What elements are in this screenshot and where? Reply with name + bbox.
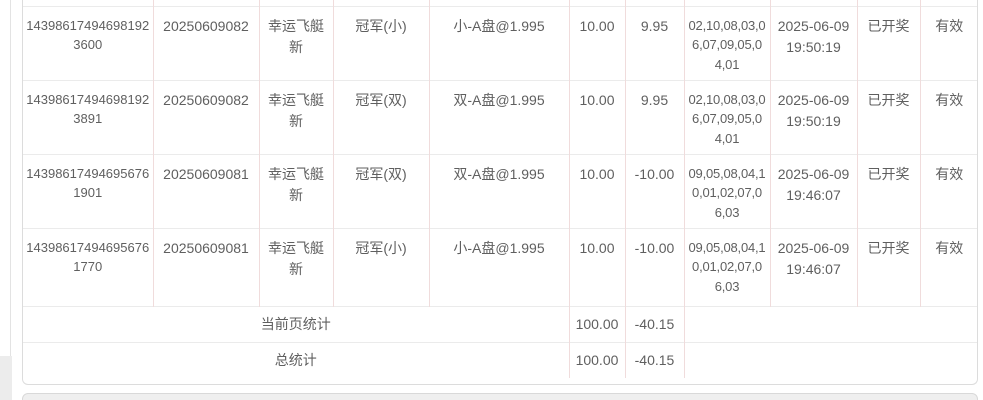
- grand-total-summary-empty-cell: [684, 341, 977, 378]
- game-name-cell: [259, 0, 334, 6]
- play-type-cell: 冠军(小): [333, 5, 430, 80]
- draw-result-cell: 09,05,08,04,10,01,02,07,06,03: [684, 153, 771, 228]
- win-loss-cell: [625, 0, 685, 6]
- game-name-cell: 幸运飞艇新: [259, 227, 334, 306]
- draw-result-cell: [684, 0, 771, 6]
- amount-cell: 10.00: [569, 153, 626, 228]
- bet-records-table: 143986174946981923600 20250609082 幸运飞艇新 …: [23, 0, 977, 378]
- draw-result-cell: 09,05,08,04,10,01,02,07,06,03: [684, 227, 771, 306]
- draw-status-cell: 已开奖: [857, 227, 921, 306]
- bet-content-cell: 双-A盘@1.995: [429, 153, 570, 228]
- play-type-cell: 冠军(双): [333, 79, 430, 154]
- order-id-cell: 143986174946956761770: [23, 227, 154, 306]
- game-name-cell: 幸运飞艇新: [259, 79, 334, 154]
- grand-total-amount: 100.00: [569, 341, 626, 378]
- bet-time-cell: 2025-06-09 19:46:07: [770, 153, 858, 228]
- bet-records-table-container: 143986174946981923600 20250609082 幸运飞艇新 …: [22, 0, 978, 385]
- draw-result-cell: 02,10,08,03,06,07,09,05,04,01: [684, 5, 771, 80]
- validity-cell: 有效: [920, 5, 977, 80]
- amount-cell: 10.00: [569, 5, 626, 80]
- period-cell: 20250609081: [153, 153, 260, 228]
- period-cell: [153, 0, 260, 6]
- win-loss-cell: -10.00: [625, 227, 685, 306]
- bet-content-cell: 小-A盘@1.995: [429, 5, 570, 80]
- bet-content-cell: 双-A盘@1.995: [429, 79, 570, 154]
- validity-cell: 有效: [920, 227, 977, 306]
- grand-total-win-loss: -40.15: [625, 341, 685, 378]
- bet-content-cell: 小-A盘@1.995: [429, 227, 570, 306]
- page-left-divider: [10, 0, 11, 356]
- bet-time-cell: 2025-06-09 19:50:19: [770, 5, 858, 80]
- table-row: 143986174946956761770 20250609081 幸运飞艇新 …: [23, 227, 977, 306]
- grand-total-summary-label: 总统计: [23, 341, 570, 378]
- current-page-summary-row: 当前页统计 100.00 -40.15: [23, 305, 977, 342]
- bet-content-cell: [429, 0, 570, 6]
- play-type-cell: [333, 0, 430, 6]
- draw-status-cell: [857, 0, 921, 6]
- amount-cell: 10.00: [569, 227, 626, 306]
- current-page-summary-empty-cell: [684, 305, 977, 342]
- current-page-total-amount: 100.00: [569, 305, 626, 342]
- draw-status-cell: 已开奖: [857, 79, 921, 154]
- draw-status-cell: 已开奖: [857, 5, 921, 80]
- table-row: 143986174946981923600 20250609082 幸运飞艇新 …: [23, 5, 977, 80]
- win-loss-cell: 9.95: [625, 79, 685, 154]
- bet-time-cell: 2025-06-09 19:46:07: [770, 227, 858, 306]
- play-type-cell: 冠军(小): [333, 227, 430, 306]
- order-id-cell: 143986174946956761901: [23, 153, 154, 228]
- table-row: 143986174946981923891 20250609082 幸运飞艇新 …: [23, 79, 977, 154]
- current-page-total-win-loss: -40.15: [625, 305, 685, 342]
- grand-total-summary-row: 总统计 100.00 -40.15: [23, 341, 977, 378]
- order-id-cell: 143986174946981923891: [23, 79, 154, 154]
- validity-cell: 有效: [920, 153, 977, 228]
- period-cell: 20250609081: [153, 227, 260, 306]
- period-cell: 20250609082: [153, 5, 260, 80]
- game-name-cell: 幸运飞艇新: [259, 5, 334, 80]
- table-row: 143986174946956761901 20250609081 幸运飞艇新 …: [23, 153, 977, 228]
- win-loss-cell: 9.95: [625, 5, 685, 80]
- table-row-clipped: [23, 0, 977, 6]
- order-id-cell: [23, 0, 154, 6]
- period-cell: 20250609082: [153, 79, 260, 154]
- order-id-cell: 143986174946981923600: [23, 5, 154, 80]
- draw-result-cell: 02,10,08,03,06,07,09,05,04,01: [684, 79, 771, 154]
- bet-time-cell: 2025-06-09 19:50:19: [770, 79, 858, 154]
- current-page-summary-label: 当前页统计: [23, 305, 570, 342]
- next-section-panel-header: [22, 393, 978, 400]
- bet-time-cell: [770, 0, 858, 6]
- game-name-cell: 幸运飞艇新: [259, 153, 334, 228]
- page-left-background-block: [0, 356, 12, 400]
- win-loss-cell: -10.00: [625, 153, 685, 228]
- amount-cell: 10.00: [569, 79, 626, 154]
- validity-cell: 有效: [920, 79, 977, 154]
- draw-status-cell: 已开奖: [857, 153, 921, 228]
- amount-cell: [569, 0, 626, 6]
- play-type-cell: 冠军(双): [333, 153, 430, 228]
